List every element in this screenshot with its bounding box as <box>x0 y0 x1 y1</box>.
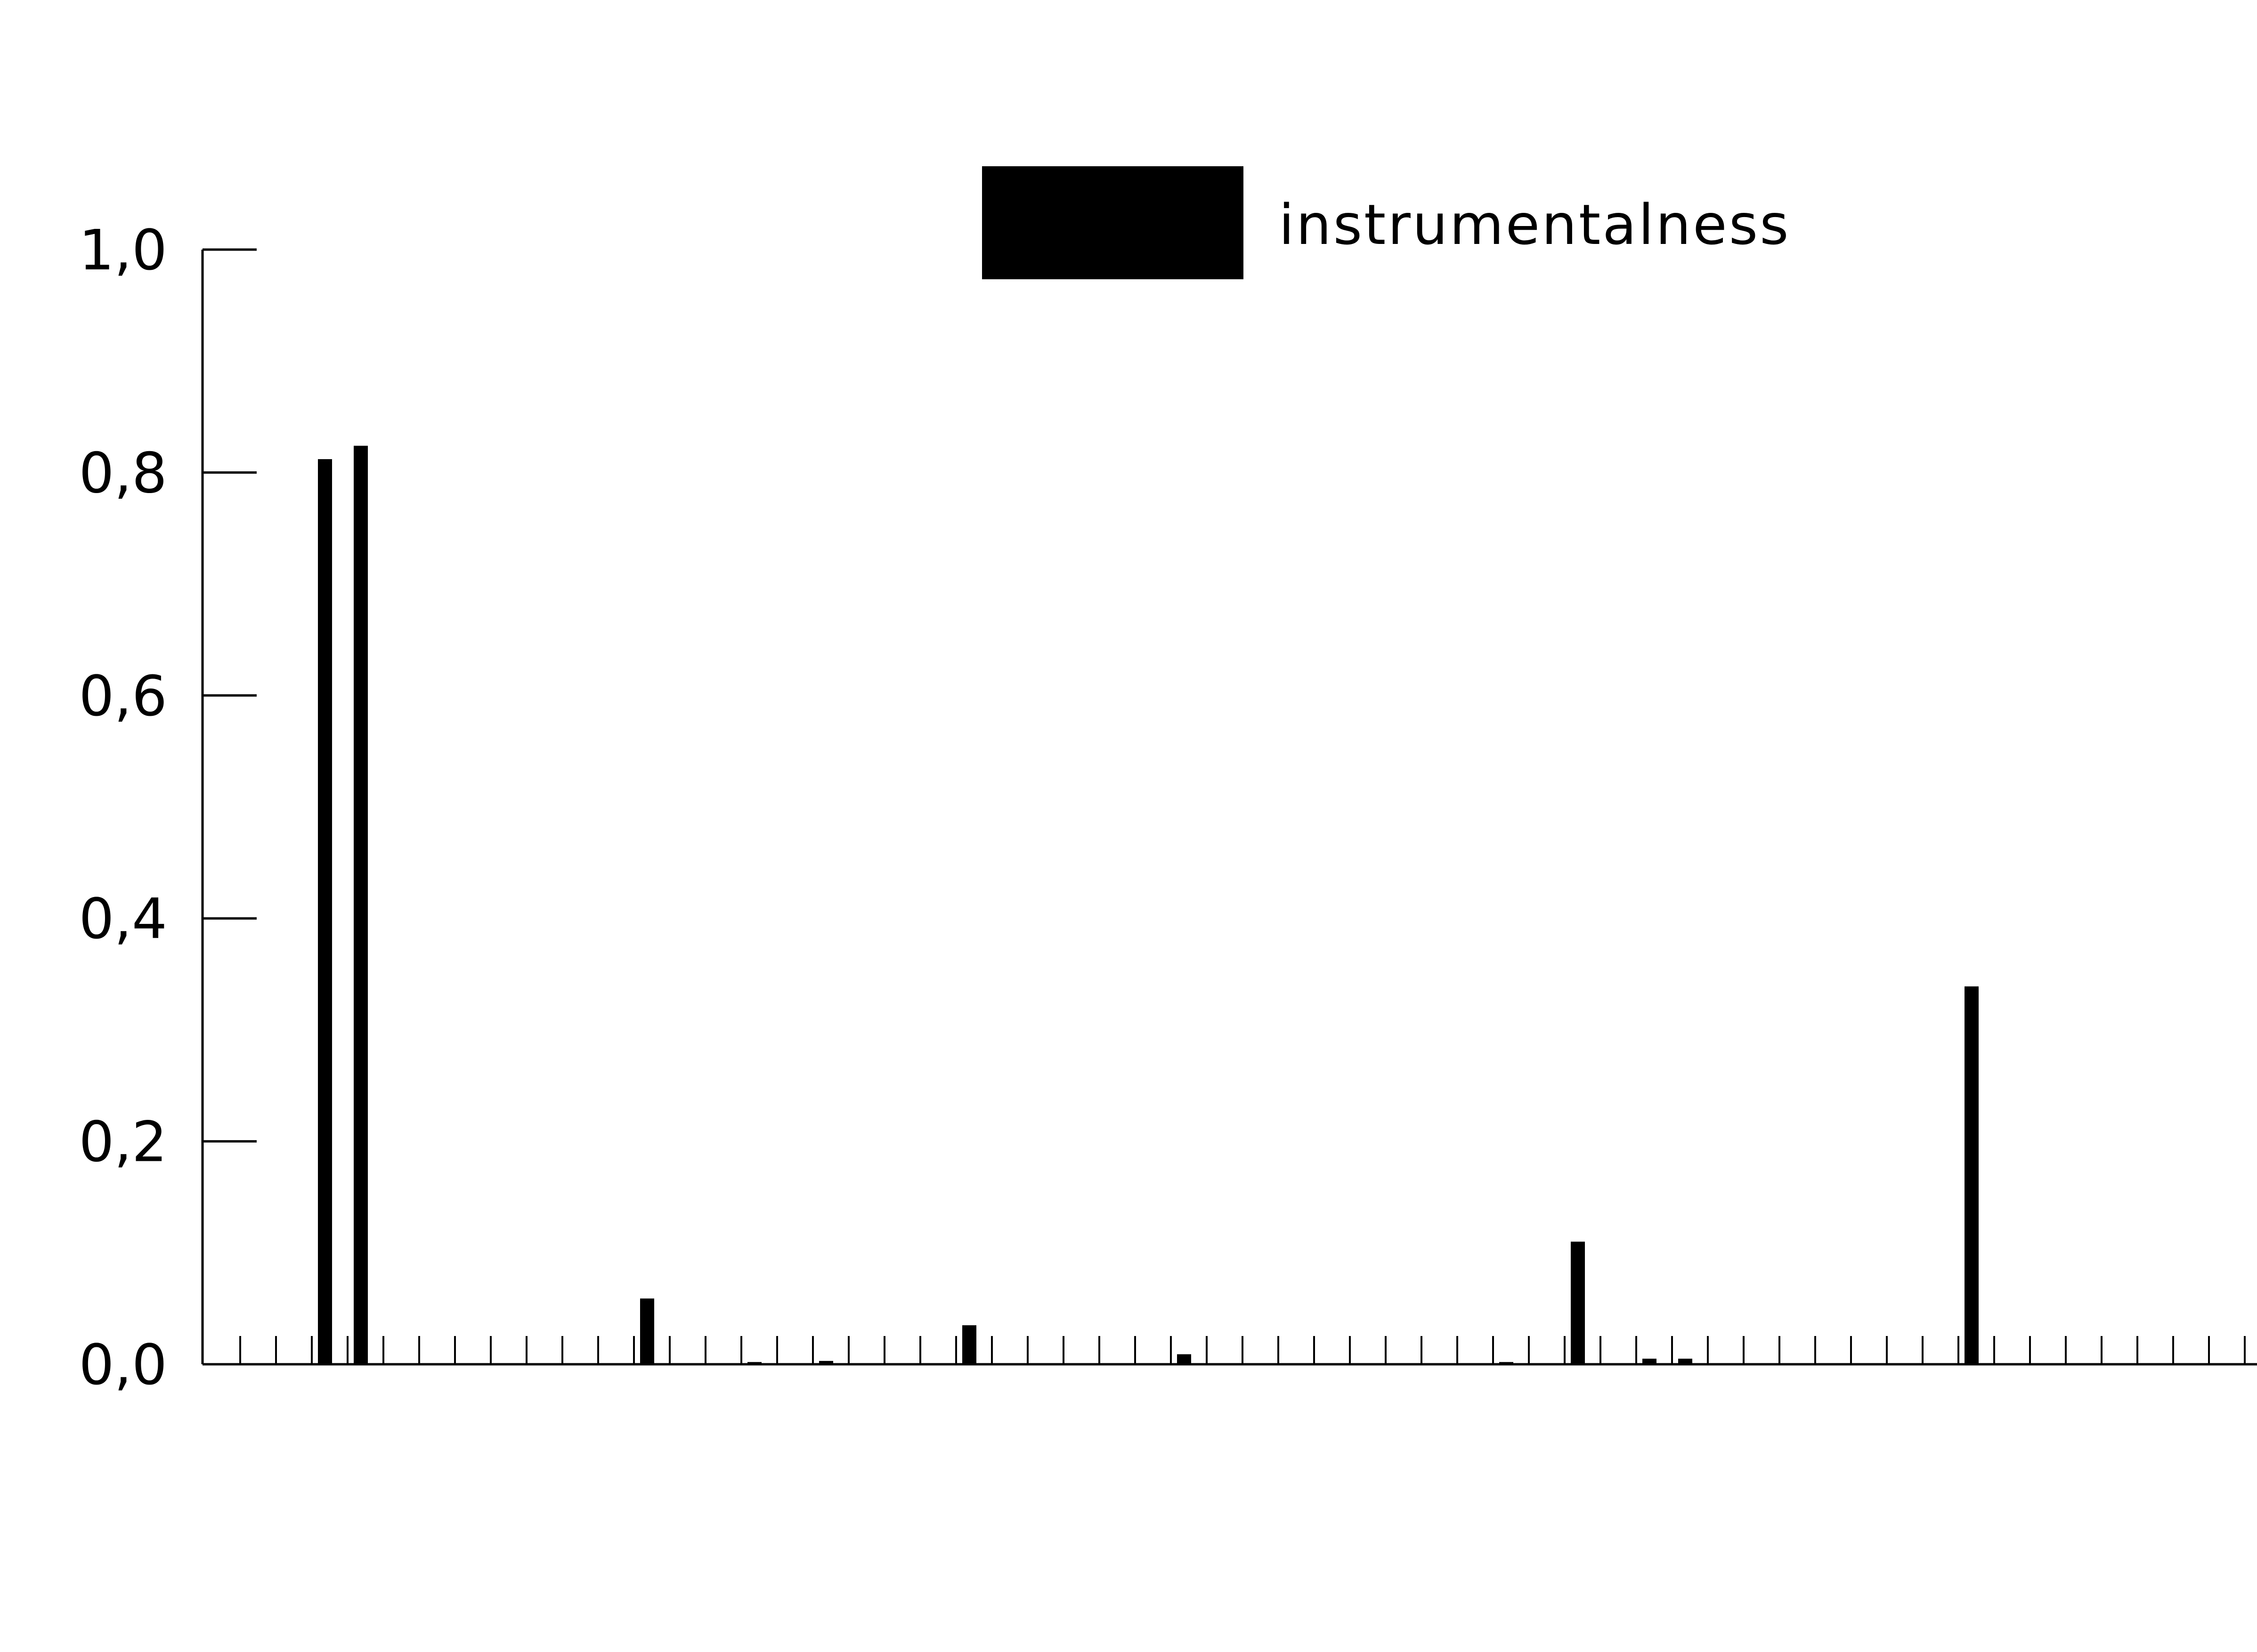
bar <box>1678 1359 1692 1364</box>
bar <box>640 1298 654 1364</box>
bar <box>1642 1359 1656 1364</box>
legend-swatch <box>982 166 1243 279</box>
bar <box>962 1325 976 1364</box>
bar <box>354 445 368 1364</box>
legend-label-instrumentalness: instrumentalness <box>1279 192 1791 257</box>
bar <box>1499 1362 1513 1364</box>
bar <box>1786 1363 1800 1364</box>
bar <box>1141 1363 1155 1364</box>
bar <box>1177 1354 1191 1364</box>
legend: instrumentalness <box>982 166 1791 279</box>
bar <box>819 1360 833 1364</box>
y-tick-label: 0,8 <box>79 440 167 505</box>
x-axis <box>203 1336 2257 1366</box>
bar <box>1571 1241 1585 1364</box>
y-tick-label: 1,0 <box>79 218 167 283</box>
bar <box>676 1363 690 1364</box>
bars <box>318 445 1979 1364</box>
y-tick-label: 0,0 <box>79 1332 167 1397</box>
y-tick-label: 0,6 <box>79 664 167 729</box>
bar <box>1965 986 1979 1364</box>
y-tick-label: 0,4 <box>79 886 167 951</box>
bar <box>747 1362 762 1364</box>
y-tick-label: 0,2 <box>79 1109 167 1174</box>
y-axis: 0,0 0,2 0,4 0,6 0,8 1,0 <box>79 218 257 1397</box>
bar <box>1821 1363 1835 1364</box>
bar <box>318 459 332 1364</box>
